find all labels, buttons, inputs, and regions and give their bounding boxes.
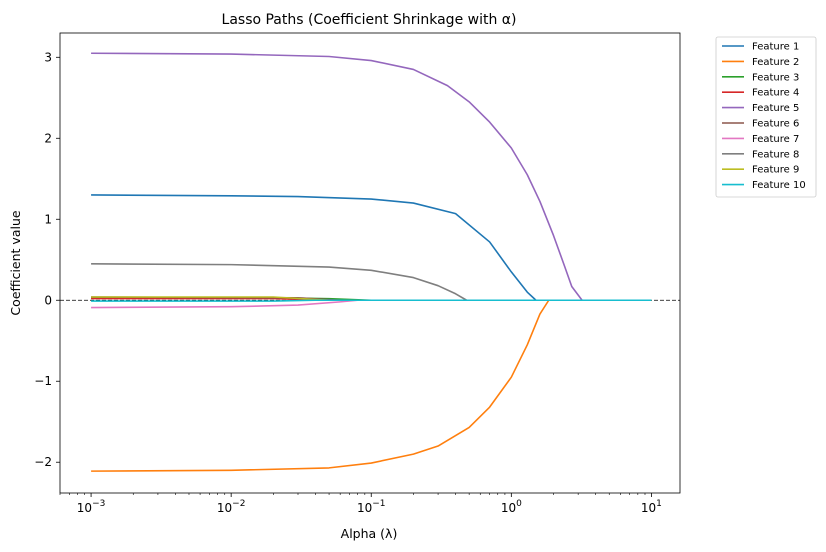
legend-label-feature-4: Feature 4	[752, 88, 799, 99]
x-axis: 10−3 10−2 10−1 100 101	[59, 493, 662, 515]
series-line-feature-5	[91, 52, 652, 302]
x-tick-label: 10−2	[217, 499, 246, 515]
series-line-feature-10	[91, 299, 652, 302]
legend-label-feature-8: Feature 8	[752, 149, 799, 160]
plot-frame	[59, 32, 681, 494]
y-tick-label: −2	[34, 455, 52, 469]
legend-label-feature-7: Feature 7	[752, 134, 799, 145]
x-axis-label: Alpha (λ)	[341, 526, 398, 541]
legend-label-feature-2: Feature 2	[752, 57, 799, 68]
x-tick-label: 10−1	[357, 499, 386, 515]
y-tick-label: 1	[44, 212, 52, 226]
y-tick-label: 3	[44, 50, 52, 64]
legend-label-feature-6: Feature 6	[752, 119, 799, 130]
series-line-feature-8	[91, 263, 652, 302]
y-axis-label: Coefficient value	[8, 210, 23, 315]
y-axis: −2 −1 0 1 2 3	[34, 50, 60, 469]
chart-title: Lasso Paths (Coefficient Shrinkage with …	[222, 12, 517, 28]
legend-label-feature-5: Feature 5	[752, 103, 799, 114]
legend-label-feature-3: Feature 3	[752, 72, 799, 83]
series-line-feature-1	[91, 194, 652, 302]
legend-label-feature-10: Feature 10	[752, 180, 806, 191]
legend: Feature 1 Feature 2 Feature 3 Feature 4 Feat…	[715, 36, 817, 198]
y-tick-label: 2	[44, 131, 52, 145]
series-layer	[91, 52, 652, 472]
y-tick-label: 0	[44, 293, 52, 307]
legend-label-feature-1: Feature 1	[752, 42, 799, 53]
series-line-feature-2	[91, 299, 652, 472]
x-tick-label: 101	[641, 499, 662, 515]
legend-label-feature-9: Feature 9	[752, 165, 799, 176]
x-tick-label: 10−3	[77, 499, 106, 515]
y-tick-label: −1	[34, 374, 52, 388]
x-tick-label: 100	[501, 499, 522, 515]
